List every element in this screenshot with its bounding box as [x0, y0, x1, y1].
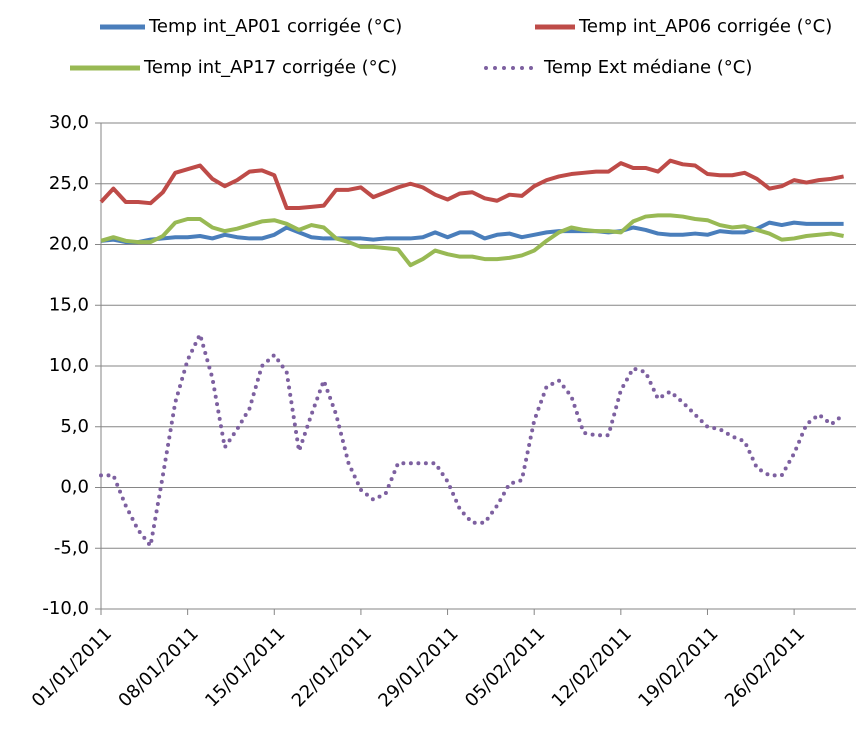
x-tick-label: 29/01/2011 [374, 623, 462, 711]
legend-label: Temp int_AP17 corrigée (°C) [143, 57, 397, 78]
x-tick-label: 22/01/2011 [288, 623, 376, 711]
legend-label: Temp int_AP06 corrigée (°C) [578, 16, 832, 37]
y-tick-label: -10,0 [42, 598, 89, 619]
series-line [100, 220, 844, 245]
x-tick-label: 19/02/2011 [634, 623, 722, 711]
x-tick-label: 12/02/2011 [548, 623, 636, 711]
y-tick-label: 20,0 [49, 234, 89, 255]
series-line [99, 332, 846, 548]
y-tick-label: -5,0 [54, 537, 89, 558]
x-tick-label: 26/02/2011 [721, 623, 809, 711]
series-line [100, 213, 845, 268]
y-tick-label: 5,0 [60, 416, 89, 437]
x-tick-label: 08/01/2011 [114, 623, 202, 711]
legend-label: Temp int_AP01 corrigée (°C) [148, 16, 402, 37]
x-tick-label: 05/02/2011 [461, 623, 549, 711]
y-tick-label: 10,0 [49, 355, 89, 376]
x-tick-label: 01/01/2011 [28, 623, 116, 711]
x-tick-label: 15/01/2011 [201, 623, 289, 711]
y-tick-label: 25,0 [49, 173, 89, 194]
series-line [99, 158, 845, 211]
y-tick-label: 30,0 [49, 112, 89, 133]
legend-label: Temp Ext médiane (°C) [543, 57, 752, 78]
y-tick-label: 15,0 [49, 294, 89, 315]
y-tick-label: 0,0 [60, 477, 89, 498]
